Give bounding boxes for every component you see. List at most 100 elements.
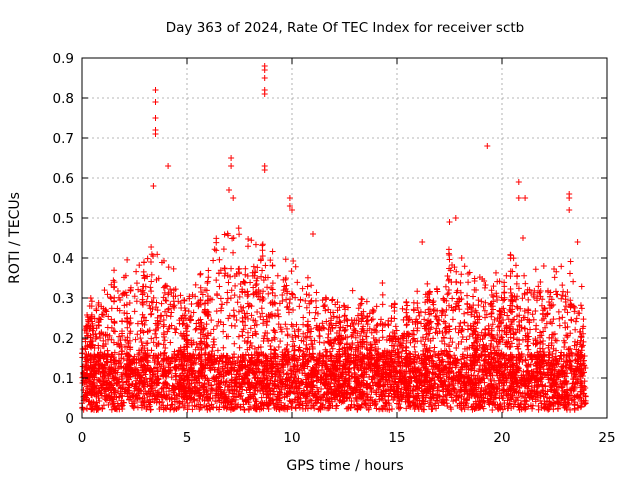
scatter-point (93, 306, 100, 313)
scatter-point (214, 347, 221, 354)
scatter-point (581, 353, 588, 360)
scatter-point (232, 282, 239, 289)
scatter-point (283, 304, 290, 311)
scatter-point (258, 256, 265, 263)
scatter-point (234, 299, 241, 306)
scatter-point (328, 297, 335, 304)
scatter-point (304, 283, 311, 290)
scatter-point (108, 295, 115, 302)
scatter-point (283, 325, 290, 332)
scatter-point (108, 406, 115, 413)
scatter-point (302, 333, 309, 340)
scatter-point (214, 292, 221, 299)
scatter-point (542, 324, 549, 331)
scatter-point (545, 359, 552, 366)
scatter-point (179, 321, 186, 328)
scatter-point (543, 320, 550, 327)
scatter-point (422, 309, 429, 316)
scatter-point (311, 337, 318, 344)
scatter-point (173, 326, 180, 333)
scatter-point (357, 403, 364, 410)
scatter-point (489, 406, 496, 413)
scatter-point (345, 304, 352, 311)
scatter-point (329, 296, 336, 303)
scatter-point (235, 333, 242, 340)
scatter-point (152, 387, 159, 394)
scatter-point (192, 326, 199, 333)
scatter-point (147, 258, 154, 265)
scatter-point (311, 315, 318, 322)
scatter-point (96, 398, 103, 405)
scatter-point (540, 263, 547, 270)
scatter-point (285, 309, 292, 316)
scatter-point (188, 341, 195, 348)
scatter-point (548, 303, 555, 310)
scatter-point (257, 313, 264, 320)
scatter-point (494, 343, 501, 350)
scatter-point (505, 401, 512, 408)
scatter-point (418, 360, 425, 367)
scatter-point (392, 323, 399, 330)
scatter-point (317, 400, 324, 407)
scatter-point (101, 287, 108, 294)
scatter-point (559, 314, 566, 321)
scatter-point (383, 336, 390, 343)
data-points (79, 63, 589, 413)
scatter-point (161, 337, 168, 344)
scatter-point (444, 403, 451, 410)
scatter-point (255, 293, 262, 300)
scatter-point (538, 400, 545, 407)
scatter-point (235, 308, 242, 315)
scatter-point (292, 263, 299, 270)
scatter-point (444, 291, 451, 298)
scatter-point (431, 380, 438, 387)
scatter-point (557, 352, 564, 359)
scatter-point (319, 366, 326, 373)
scatter-point (374, 321, 381, 328)
scatter-point (559, 393, 566, 400)
scatter-point (308, 282, 315, 289)
scatter-point (171, 325, 178, 332)
scatter-point (168, 322, 175, 329)
scatter-point (225, 232, 232, 239)
scatter-point (368, 329, 375, 336)
scatter-point (573, 315, 580, 322)
scatter-point (306, 346, 313, 353)
scatter-point (429, 405, 436, 412)
scatter-point (248, 312, 255, 319)
scatter-point (205, 274, 212, 281)
scatter-point (370, 307, 377, 314)
scatter-point (236, 293, 243, 300)
scatter-point (379, 334, 386, 341)
scatter-point (527, 361, 534, 368)
scatter-point (158, 385, 165, 392)
scatter-point (223, 378, 230, 385)
scatter-point (104, 347, 111, 354)
scatter-point (532, 326, 539, 333)
scatter-point (210, 257, 217, 264)
scatter-point (344, 322, 351, 329)
scatter-point (290, 338, 297, 345)
scatter-point (388, 303, 395, 310)
scatter-point (556, 315, 563, 322)
scatter-point (461, 310, 468, 317)
scatter-point (108, 305, 115, 312)
scatter-point (433, 325, 440, 332)
scatter-point (101, 386, 108, 393)
scatter-point (258, 273, 265, 280)
scatter-point (176, 320, 183, 327)
scatter-point (190, 309, 197, 316)
scatter-point (300, 314, 307, 321)
scatter-point (415, 309, 422, 316)
scatter-point (259, 267, 266, 274)
scatter-point (296, 303, 303, 310)
scatter-point (564, 309, 571, 316)
scatter-point (95, 299, 102, 306)
scatter-point (149, 299, 156, 306)
scatter-point (163, 312, 170, 319)
scatter-point (579, 325, 586, 332)
scatter-point (551, 274, 558, 281)
scatter-point (306, 309, 313, 316)
scatter-point (172, 329, 179, 336)
scatter-point (430, 348, 437, 355)
